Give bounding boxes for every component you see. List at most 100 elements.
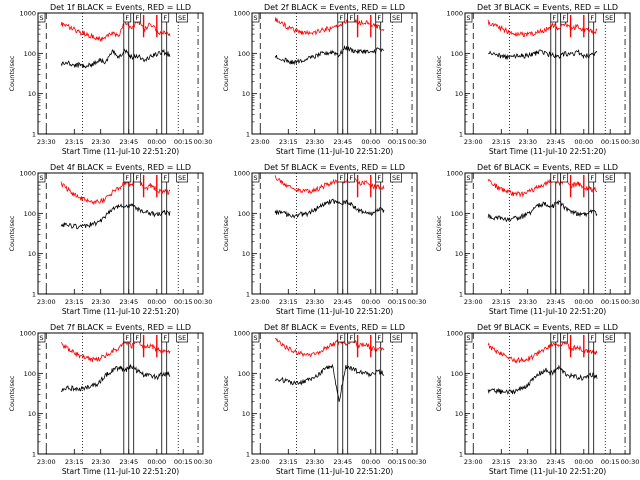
chart-panel: Det 9f BLACK = Events, RED = LLD Counts/s… [435, 323, 639, 476]
y-tick-label: 10 [242, 410, 250, 418]
y-tick-label: 1 [459, 291, 463, 299]
y-tick-label: 10 [242, 90, 250, 98]
x-tick-label: 00:30 [408, 298, 427, 306]
marker-label: F [590, 334, 594, 342]
series-lld-line [60, 338, 171, 363]
y-tick-label: 100 [24, 210, 36, 218]
chart-title: Det 6f BLACK = Events, RED = LLD [477, 163, 618, 172]
x-tick-label: 23:45 [546, 458, 565, 466]
y-tick-label: 1 [459, 131, 463, 139]
marker-label: SE [392, 174, 400, 182]
x-tick-label: 00:00 [147, 458, 166, 466]
x-tick-label: 00:00 [361, 138, 380, 146]
x-tick-label: 00:30 [621, 298, 640, 306]
marker-label: S [466, 14, 470, 22]
x-tick-label: 23:30 [518, 298, 537, 306]
x-tick-label: 23:15 [279, 458, 298, 466]
marker-label: F [163, 174, 167, 182]
x-tick-label: 00:30 [194, 298, 213, 306]
y-tick-label: 10 [242, 250, 250, 258]
x-axis-label: Start Time (11-Jul-10 22:51:20) [276, 307, 393, 316]
chart-panel: Det 8f BLACK = Events, RED = LLD Counts/s… [222, 323, 426, 476]
x-tick-label: 23:45 [546, 138, 565, 146]
chart-panel: Det 1f BLACK = Events, RED = LLD Counts/s… [8, 3, 212, 156]
marker-label: SE [605, 334, 613, 342]
plot-frame [464, 332, 631, 455]
y-tick-label: 1000 [233, 10, 250, 18]
chart-title: Det 3f BLACK = Events, RED = LLD [477, 3, 618, 12]
chart-panel: Det 7f BLACK = Events, RED = LLD Counts/s… [8, 323, 212, 476]
marker-label: F [135, 334, 139, 342]
x-tick-label: 00:15 [174, 458, 193, 466]
y-tick-label: 10 [455, 90, 463, 98]
plot-frame [251, 172, 418, 295]
marker-label: F [552, 334, 556, 342]
x-tick-label: 00:15 [601, 298, 620, 306]
series-lld-line [487, 177, 598, 198]
x-tick-label: 00:00 [361, 458, 380, 466]
y-tick-label: 1 [32, 291, 36, 299]
marker-label: F [562, 174, 566, 182]
y-tick-label: 100 [451, 210, 463, 218]
x-axis-label: Start Time (11-Jul-10 22:51:20) [62, 307, 179, 316]
marker-label: F [125, 174, 129, 182]
marker-label: F [590, 174, 594, 182]
x-tick-label: 23:30 [37, 138, 56, 146]
plot-frame [464, 172, 631, 295]
x-tick-label: 23:00 [251, 298, 270, 306]
marker-label: F [125, 334, 129, 342]
y-tick-label: 1000 [19, 10, 36, 18]
y-tick-label: 1 [246, 131, 250, 139]
marker-label: F [377, 14, 381, 22]
y-tick-label: 10 [455, 250, 463, 258]
series-events-line [60, 203, 171, 230]
y-tick-label: 100 [238, 50, 250, 58]
chart-title: Det 2f BLACK = Events, RED = LLD [264, 3, 405, 12]
y-tick-label: 1000 [233, 170, 250, 178]
x-tick-label: 23:30 [91, 298, 110, 306]
y-tick-label: 10 [28, 410, 36, 418]
x-tick-label: 23:30 [305, 138, 324, 146]
marker-label: S [466, 334, 470, 342]
y-axis-label: Counts/sec [8, 215, 16, 251]
x-tick-label: 23:00 [37, 298, 56, 306]
plot-frame [37, 332, 204, 455]
x-tick-label: 00:00 [574, 138, 593, 146]
x-tick-label: 23:15 [65, 458, 84, 466]
y-tick-label: 1000 [19, 330, 36, 338]
series-lld-line [274, 15, 385, 36]
x-tick-label: 23:30 [305, 458, 324, 466]
x-tick-label: 23:45 [333, 138, 352, 146]
marker-label: S [253, 174, 257, 182]
chart-panel: Det 4f BLACK = Events, RED = LLD Counts/s… [8, 163, 212, 316]
x-tick-label: 00:15 [174, 138, 193, 146]
x-axis-label: Start Time (11-Jul-10 22:51:20) [489, 147, 606, 156]
y-tick-label: 10 [28, 90, 36, 98]
x-axis-label: Start Time (11-Jul-10 22:51:20) [276, 147, 393, 156]
x-tick-label: 00:15 [388, 458, 407, 466]
y-axis-label: Counts/sec [8, 55, 16, 91]
x-tick-label: 00:30 [621, 458, 640, 466]
plot-frame [37, 12, 204, 135]
marker-label: F [349, 174, 353, 182]
marker-label: SE [178, 14, 186, 22]
series-events-line [61, 363, 171, 392]
marker-label: F [135, 14, 139, 22]
series-events-line [274, 44, 385, 66]
x-tick-label: 00:00 [574, 458, 593, 466]
marker-label: F [377, 334, 381, 342]
x-tick-label: 23:15 [279, 138, 298, 146]
x-tick-label: 23:00 [464, 298, 483, 306]
x-tick-label: 00:00 [361, 298, 380, 306]
y-axis-label: Counts/sec [222, 375, 230, 411]
x-tick-label: 23:30 [518, 138, 537, 146]
x-tick-label: 23:00 [464, 458, 483, 466]
x-tick-label: 23:45 [119, 298, 138, 306]
x-tick-label: 23:00 [464, 138, 483, 146]
x-axis-label: Start Time (11-Jul-10 22:51:20) [489, 307, 606, 316]
marker-label: F [339, 334, 343, 342]
marker-label: SE [605, 14, 613, 22]
x-tick-label: 23:00 [251, 138, 270, 146]
series-events-line [487, 199, 598, 223]
